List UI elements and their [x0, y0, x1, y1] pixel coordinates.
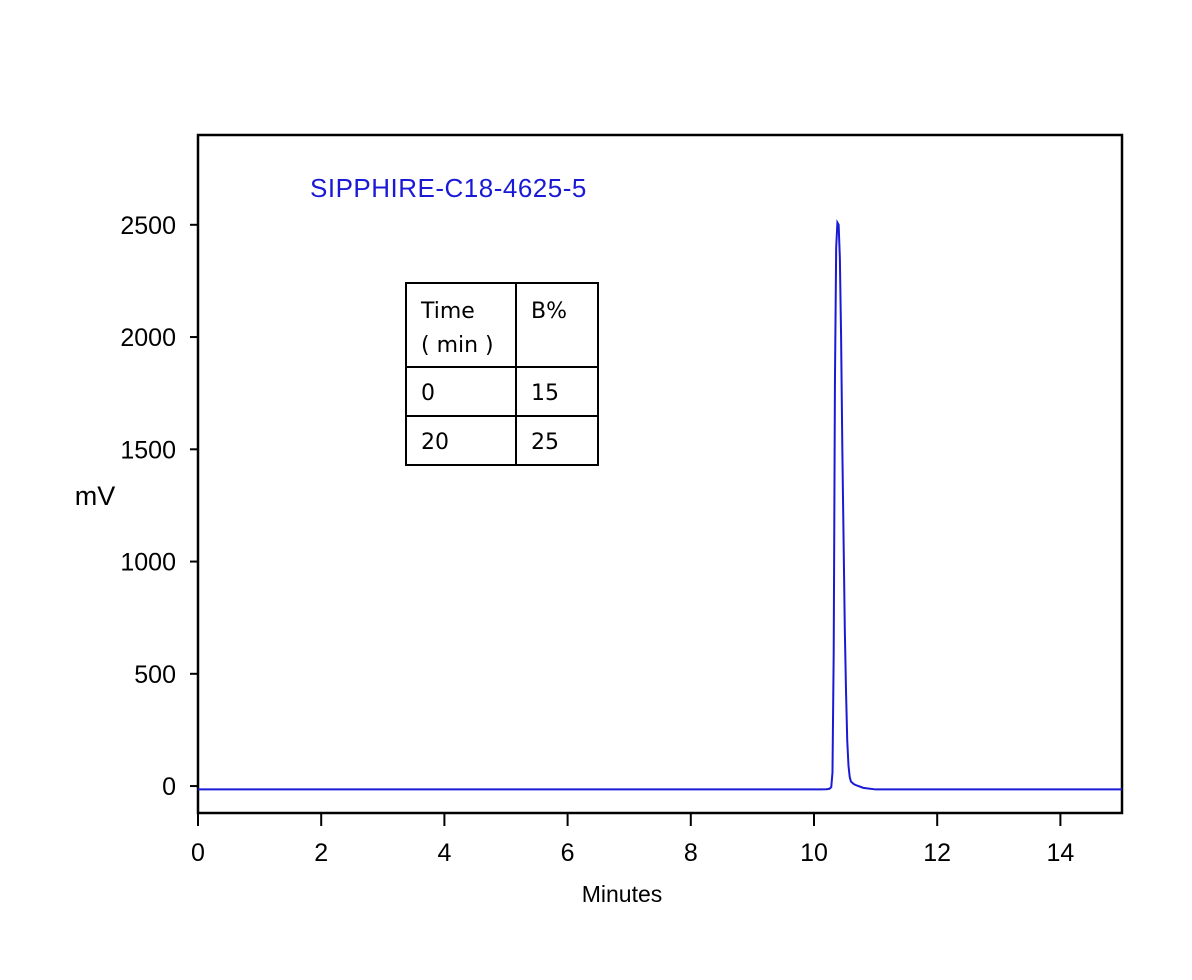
- y-axis-label: mV: [75, 481, 116, 511]
- x-tick-label: 12: [923, 839, 951, 867]
- y-tick-label: 1000: [120, 549, 176, 577]
- y-tick-label: 2000: [120, 324, 176, 352]
- x-axis-label: Minutes: [582, 881, 663, 907]
- y-tick-label: 2500: [120, 212, 176, 240]
- table-cell: 20: [421, 430, 449, 455]
- plot-frame: [196, 133, 1124, 815]
- table-cell: 0: [421, 381, 435, 406]
- x-axis: 0 2 4 6 8 10 12 14: [191, 813, 1074, 867]
- table-cell: 15: [531, 381, 559, 406]
- y-axis: 0 500 1000 1500 2000 2500: [120, 212, 198, 801]
- table-cell: 25: [531, 430, 559, 455]
- table-header-b-percent: B%: [531, 299, 567, 324]
- x-tick-label: 2: [314, 839, 328, 867]
- x-tick-label: 10: [800, 839, 828, 867]
- x-tick-label: 8: [684, 839, 698, 867]
- chart-title: SIPPHIRE-C18-4625-5: [310, 173, 587, 203]
- y-tick-label: 0: [162, 773, 176, 801]
- y-tick-label: 1500: [120, 436, 176, 464]
- gradient-table: Time ( min ) B% 0 15 20 25: [405, 282, 599, 466]
- y-tick-label: 500: [134, 661, 176, 689]
- x-tick-label: 6: [561, 839, 575, 867]
- series-line: [198, 218, 1122, 791]
- x-tick-label: 4: [437, 839, 451, 867]
- x-tick-label: 14: [1046, 839, 1074, 867]
- table-header-time-unit: ( min ): [421, 333, 494, 358]
- table-header-time: Time: [420, 299, 475, 324]
- x-tick-label: 0: [191, 839, 205, 867]
